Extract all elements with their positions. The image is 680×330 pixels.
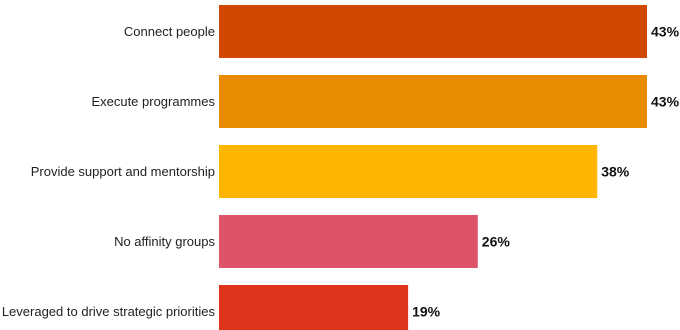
bars-group xyxy=(219,5,647,330)
value-label-1: 43% xyxy=(651,24,680,40)
value-label-4: 26% xyxy=(482,234,511,250)
bar-5 xyxy=(219,285,409,330)
category-label-5: Leveraged to drive strategic priorities xyxy=(2,304,216,319)
value-label-5: 19% xyxy=(412,304,441,320)
bar-1 xyxy=(219,5,647,58)
category-label-1: Connect people xyxy=(124,24,215,39)
category-labels-group: Connect people Execute programmes Provide … xyxy=(2,24,216,319)
value-labels-group: 43% 43% 38% 26% 19% xyxy=(412,24,679,320)
value-label-3: 38% xyxy=(601,164,630,180)
category-label-3: Provide support and mentorship xyxy=(31,164,215,179)
bar-4 xyxy=(219,215,478,268)
bar-2 xyxy=(219,75,647,128)
category-label-4: No affinity groups xyxy=(114,234,215,249)
category-label-2: Execute programmes xyxy=(91,94,215,109)
value-label-2: 43% xyxy=(651,94,680,110)
bar-3 xyxy=(219,145,598,198)
